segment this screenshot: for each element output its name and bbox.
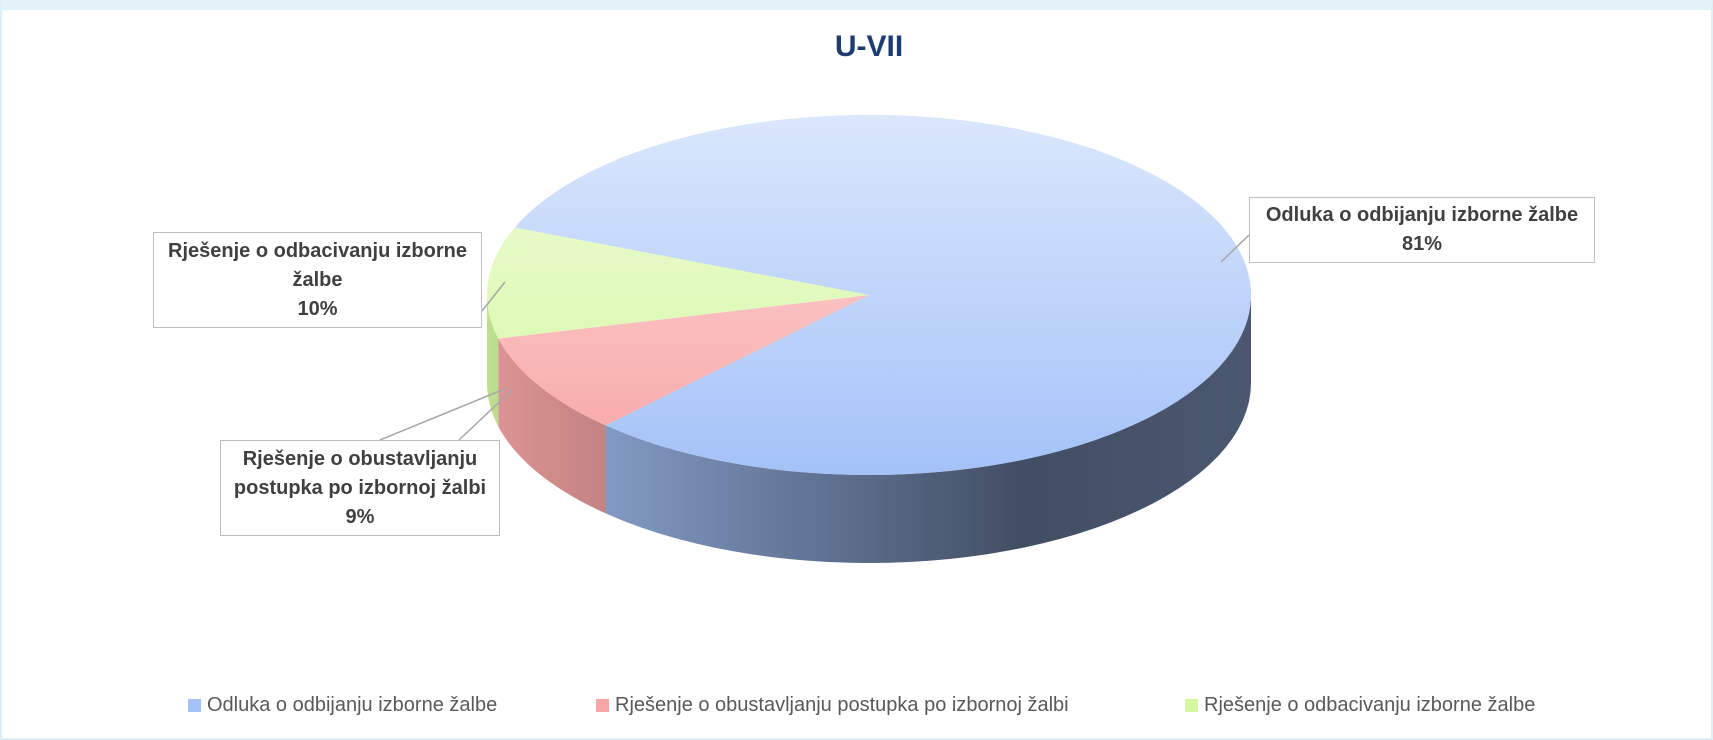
legend-swatch (188, 699, 201, 712)
legend-swatch (596, 699, 609, 712)
legend-label: Rješenje o obustavljanju postupka po izb… (615, 694, 1069, 716)
data-label-value: 81% (1401, 233, 1443, 255)
legend-item: Rješenje o obustavljanju postupka po izb… (596, 694, 1069, 717)
legend-item: Rješenje o odbacivanju izborne žalbe (1185, 694, 1535, 717)
data-label-value: 9% (345, 505, 375, 528)
data-label-value: 10% (297, 297, 338, 320)
leader-line (458, 389, 513, 441)
data-label: Rješenje o odbacivanju izborne žalbe 10% (153, 232, 482, 328)
data-label-category: Rješenje o odbacivanju izborne žalbe (168, 239, 467, 291)
leader-line (379, 387, 508, 441)
leader-line (1220, 234, 1250, 263)
legend-label: Odluka o odbijanju izborne žalbe (207, 694, 498, 716)
legend-swatch (1185, 699, 1198, 712)
data-label: Odluka o odbijanju izborne žalbe 81% (1249, 197, 1595, 263)
legend-item: Odluka o odbijanju izborne žalbe (188, 694, 497, 717)
leader-line (481, 281, 506, 312)
legend-label: Rješenje o odbacivanju izborne žalbe (1204, 694, 1536, 716)
chart-title: U-VII (834, 30, 904, 63)
data-label-category: Rješenje o obustavljanju postupka po izb… (233, 447, 487, 499)
data-label: Rješenje o obustavljanju postupka po izb… (220, 440, 500, 536)
data-label-category: Odluka o odbijanju izborne žalbe (1265, 204, 1579, 226)
